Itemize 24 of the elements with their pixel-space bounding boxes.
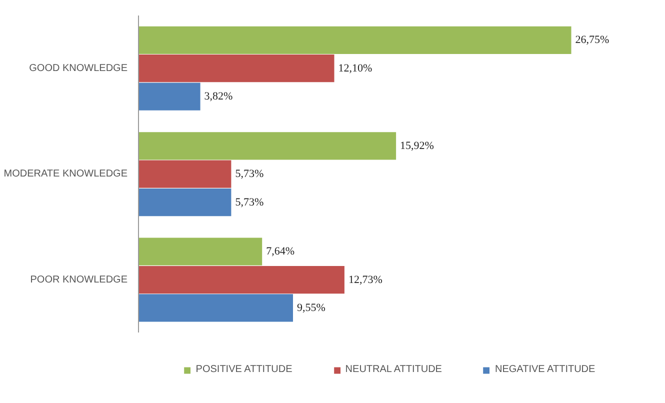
data-label: 5,73% xyxy=(235,168,264,180)
legend-label: NEUTRAL ATTITUDE xyxy=(345,364,442,375)
bar xyxy=(138,188,232,216)
bar xyxy=(138,54,334,82)
bar xyxy=(138,294,293,322)
data-label: 15,92% xyxy=(400,140,434,152)
data-label: 26,75% xyxy=(575,34,610,46)
bar xyxy=(138,160,232,188)
y-tick-label: GOOD KNOWLEDGE xyxy=(29,62,128,74)
legend-label: POSITIVE ATTITUDE xyxy=(196,364,292,375)
data-label: 3,82% xyxy=(204,90,233,103)
bar xyxy=(138,132,396,160)
bar xyxy=(138,82,200,110)
y-tick-label: MODERATE KNOWLEDGE xyxy=(4,168,128,180)
bar xyxy=(138,238,262,266)
data-label: 7,64% xyxy=(266,246,295,258)
data-label: 12,73% xyxy=(348,274,382,286)
data-label: 9,55% xyxy=(297,302,326,314)
legend-label: NEGATIVE ATTITUDE xyxy=(494,364,596,375)
y-tick-label: POOR KNOWLEDGE xyxy=(30,274,128,286)
data-label: 12,10% xyxy=(338,62,372,74)
data-label: 5,73% xyxy=(235,196,264,208)
bar xyxy=(138,26,572,54)
bar xyxy=(138,266,344,294)
